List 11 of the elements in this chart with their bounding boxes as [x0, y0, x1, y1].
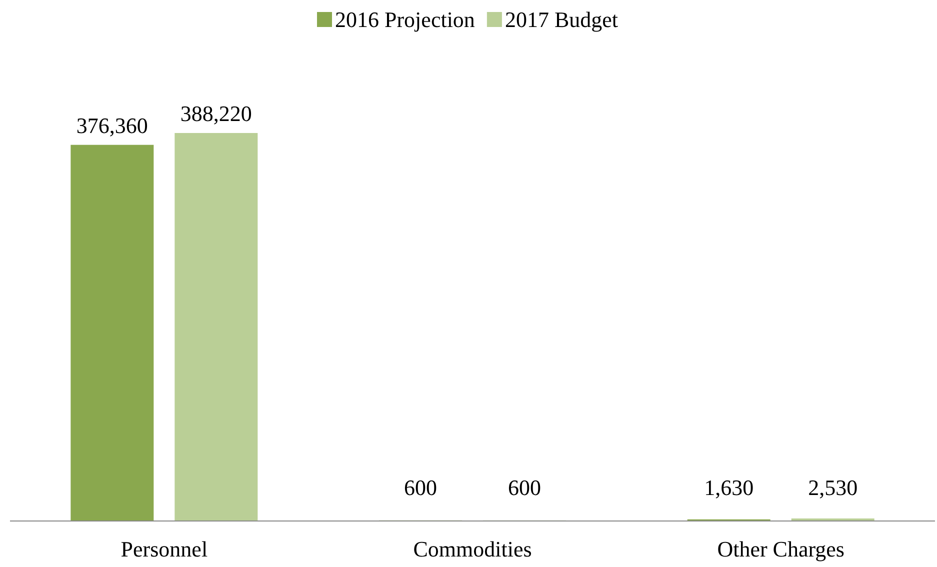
- x-tick-label: Personnel: [120, 536, 208, 562]
- data-label: 600: [404, 475, 437, 500]
- data-label: 600: [508, 475, 541, 500]
- legend-label: 2017 Budget: [504, 7, 618, 32]
- legend-label: 2016 Projection: [335, 7, 475, 32]
- data-label: 1,630: [704, 475, 754, 500]
- data-label: 376,360: [76, 112, 148, 138]
- x-tick-label: Other Charges: [717, 536, 844, 562]
- data-label: 388,220: [180, 101, 252, 126]
- x-tick-label: Commodities: [413, 536, 532, 562]
- data-label: 2,530: [808, 475, 858, 500]
